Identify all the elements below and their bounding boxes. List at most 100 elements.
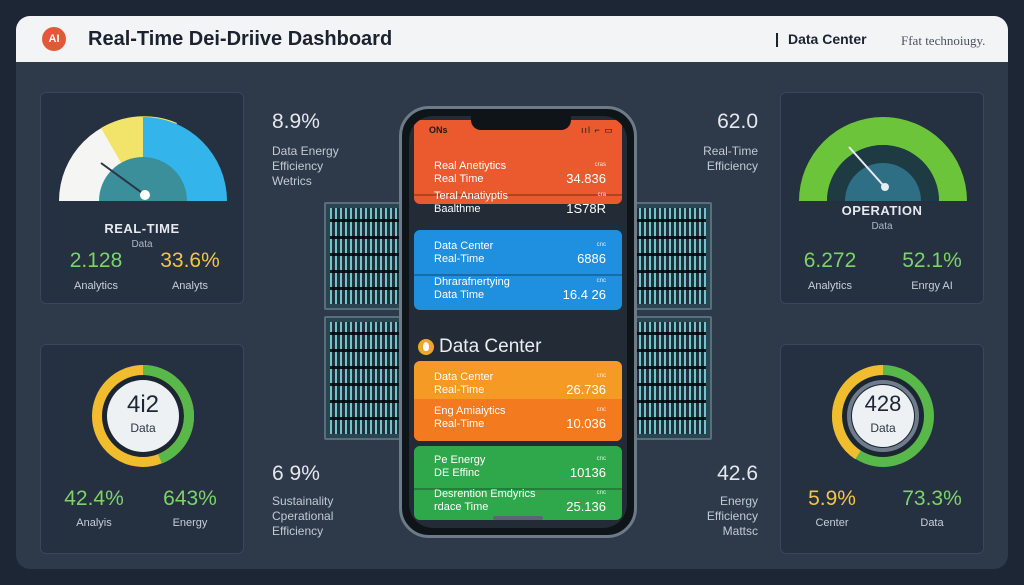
- gauge-needle: [100, 162, 146, 196]
- ring-right-stat-center: 5.9%: [808, 487, 856, 510]
- server-rack-right-top: [628, 202, 712, 310]
- operation-gauge: [799, 117, 967, 201]
- list-item[interactable]: Dhrarafnertying Data Time cnc 16.4 26: [414, 270, 622, 312]
- row-subtitle: Real-Time: [434, 418, 485, 430]
- row-subtitle: Real Time: [434, 173, 484, 185]
- metric-value: 8.9%: [272, 110, 320, 133]
- row-tag: cnc: [596, 278, 606, 284]
- realtime-label: REAL-TIME: [104, 221, 180, 236]
- data-ring-card-right[interactable]: 428 Data 5.9% 73.3% Center Data: [780, 344, 984, 554]
- metric-caption-3: Efficiency: [272, 524, 324, 538]
- row-subtitle: Real-Time: [434, 253, 485, 265]
- realtime-sublabel: Data: [131, 239, 153, 250]
- header-separator: [776, 33, 778, 47]
- metric-caption-3: Wetrics: [272, 174, 312, 188]
- list-item[interactable]: Data Center Real-Time cnc 6886: [414, 234, 622, 276]
- row-title: Pe Energy: [434, 454, 486, 466]
- metric-value: 6 9%: [272, 462, 320, 485]
- row-divider: [414, 194, 622, 196]
- metric-energy-matrix: 42.6 Energy Efficiency Mattsc: [676, 462, 758, 539]
- list-item[interactable]: Eng Amiaiytics Real-Time cnc 10.036: [414, 399, 622, 441]
- realtime-stat-percent: 33.6%: [160, 249, 220, 272]
- metric-caption-1: Energy: [719, 494, 758, 508]
- operation-sublabel: Data: [871, 221, 893, 232]
- ring-arc-yellow: [831, 365, 884, 460]
- ring-center: [107, 380, 179, 452]
- row-tag: cnc: [596, 373, 606, 379]
- ring-label-left: Data: [130, 421, 156, 435]
- row-title: Data Center: [434, 240, 494, 252]
- ring-label-right: Data: [870, 421, 896, 435]
- ring-value-right: 428: [864, 391, 902, 416]
- metric-caption-2: Efficiency: [706, 509, 758, 523]
- data-ring-card-left[interactable]: 4i2 Data 42.4% 643% Analyis Energy: [40, 344, 244, 554]
- row-tag: cra: [597, 192, 606, 198]
- list-item[interactable]: Real Anetiytics Real Time cras 34.836: [414, 154, 622, 196]
- metric-realtime-efficiency: 62.0 Real-Time Efficiency: [676, 110, 758, 174]
- row-value: 6886: [577, 251, 606, 266]
- metric-energy-efficiency: 8.9% Data Energy Efficiency Wetrics: [272, 110, 339, 189]
- metric-caption-2: Efficiency: [272, 159, 324, 173]
- row-subtitle: rdace Time: [434, 501, 489, 513]
- metric-caption-2: Cperational: [272, 509, 334, 523]
- gauge-needle-hub: [881, 183, 889, 191]
- realtime-card[interactable]: REAL-TIME Data 2.128 33.6% Analytics Ana…: [40, 92, 244, 304]
- row-subtitle: Baalthme: [434, 203, 481, 215]
- server-rack-left-top: [324, 202, 408, 310]
- row-value: 26.736: [566, 382, 606, 397]
- metric-caption-1: Real-Time: [703, 144, 758, 158]
- realtime-stat-analytics: 2.128: [69, 249, 123, 272]
- row-tag: cras: [594, 162, 606, 168]
- home-indicator[interactable]: [493, 516, 543, 520]
- page-title: Real-Time Dei-Driive Dashboard: [88, 28, 393, 50]
- server-rack-right-bottom: [628, 316, 712, 440]
- metric-caption-3: Mattsc: [722, 524, 758, 538]
- metric-sustainability: 6 9% Sustainality Cperational Efficiency: [272, 462, 333, 539]
- row-tag: cnc: [596, 456, 606, 462]
- header-section-label: Data Center: [788, 31, 867, 47]
- row-title: Dhrarafnertying: [434, 276, 510, 288]
- panel-orange: [414, 120, 622, 204]
- status-signal-icon: ııl ⌐ ▭: [581, 125, 614, 135]
- operation-stat-energy-label: Enrgy AI: [911, 280, 953, 292]
- flame-icon: [418, 339, 434, 355]
- panel-blue: [414, 230, 622, 310]
- list-item[interactable]: Desrention Emdyrics rdace Time cnc 25.13…: [414, 482, 622, 524]
- phone-notch: [471, 116, 571, 130]
- metric-caption-1: Sustainality: [272, 494, 334, 508]
- realtime-stat-analytics-label: Analytics: [73, 280, 119, 292]
- gauge-arc-green: [799, 117, 967, 201]
- operation-card[interactable]: OPERATION Data 6.272 52.1% Analytics Enr…: [780, 92, 984, 304]
- metric-value: 62.0: [717, 110, 758, 133]
- list-item[interactable]: Pe Energy DE Effinc cnc 10136: [414, 448, 622, 490]
- header-bar: AI Real-Time Dei-Driive Dashboard Data C…: [16, 16, 1008, 62]
- panel-green: [414, 446, 622, 520]
- status-carrier: ONs: [429, 125, 448, 135]
- operation-stat-analytics-label: Analytics: [807, 280, 853, 292]
- phone-mockup: ONs ııl ⌐ ▭ Real Anetiytics Real Time cr…: [399, 106, 637, 538]
- row-tag: cnc: [596, 407, 606, 413]
- dashboard-frame: AI Real-Time Dei-Driive Dashboard Data C…: [16, 16, 1008, 569]
- realtime-gauge: [59, 116, 227, 201]
- operation-stat-analytics: 6.272: [803, 249, 857, 272]
- gauge-needle: [848, 146, 884, 186]
- row-value: 16.4 26: [562, 287, 606, 302]
- ring-left-stat-analysis-label: Analyis: [76, 517, 112, 529]
- list-item[interactable]: Teral Anatiyptis Baalthme cra 1S78R: [414, 184, 622, 226]
- row-title: Data Center: [434, 371, 494, 383]
- header-tagline: Ffat technoiugy.: [901, 33, 986, 48]
- operation-label: OPERATION: [841, 203, 923, 218]
- row-title: Teral Anatiyptis: [434, 190, 508, 202]
- row-title: Real Anetiytics: [434, 160, 507, 172]
- operation-stat-percent: 52.1%: [902, 249, 962, 272]
- row-tag: cnc: [596, 242, 606, 248]
- data-ring-right: [831, 365, 934, 467]
- row-divider: [414, 488, 622, 490]
- row-subtitle: Real-Time: [434, 384, 485, 396]
- row-title: Eng Amiaiytics: [434, 405, 506, 417]
- row-divider: [414, 274, 622, 276]
- row-value: 1S78R: [566, 201, 606, 216]
- row-value: 10.036: [566, 416, 606, 431]
- gauge-center: [845, 163, 921, 201]
- ring-arc-green: [142, 365, 195, 464]
